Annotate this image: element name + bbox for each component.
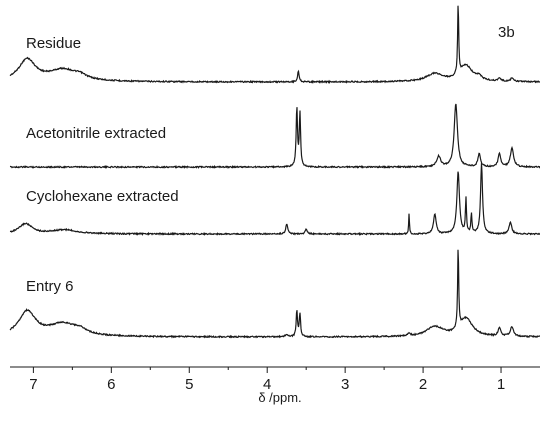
x-tick-label-7: 7 xyxy=(29,376,37,393)
spectra-traces xyxy=(9,5,540,339)
x-tick-label-1: 1 xyxy=(497,376,505,393)
series-line-acetonitrile-extracted xyxy=(9,103,540,169)
series-line-residue xyxy=(9,5,540,84)
x-tick-label-6: 6 xyxy=(107,376,115,393)
x-axis-tick-labels: 7 6 5 4 3 2 1 xyxy=(29,376,505,393)
series-line-cyclohexane-extracted xyxy=(9,162,540,237)
x-axis-label: δ /ppm. xyxy=(258,390,301,405)
x-tick-label-3: 3 xyxy=(341,376,349,393)
series-label-entry-6: Entry 6 xyxy=(26,278,74,295)
series-label-cyclohexane-extracted: Cyclohexane extracted xyxy=(26,188,179,205)
x-tick-label-4: 4 xyxy=(263,376,271,393)
x-tick-label-5: 5 xyxy=(185,376,193,393)
series-label-residue: Residue xyxy=(26,35,81,52)
x-axis-ticks xyxy=(32,367,502,373)
panel-label: 3b xyxy=(498,24,515,41)
series-line-entry-6 xyxy=(9,249,540,339)
x-tick-label-2: 2 xyxy=(419,376,427,393)
series-label-acetonitrile-extracted: Acetonitrile extracted xyxy=(26,125,166,142)
